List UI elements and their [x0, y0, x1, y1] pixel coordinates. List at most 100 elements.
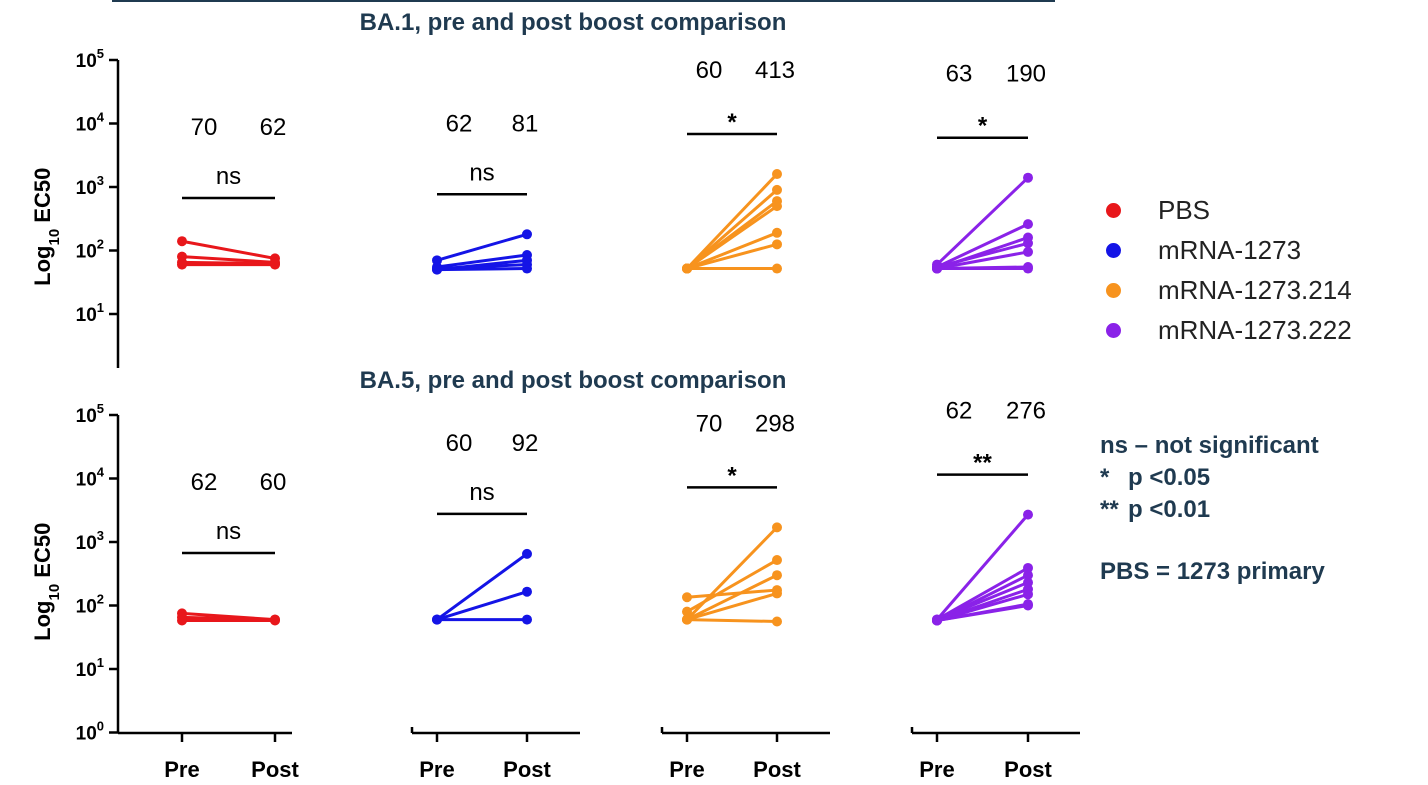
post-point-mrna-1273-214 — [772, 588, 782, 599]
gmt-post-label-mrna-1273: 92 — [512, 430, 539, 457]
x-tick-label: Pre — [669, 757, 704, 780]
legend-label: mRNA-1273.214 — [1158, 274, 1352, 305]
post-point-mrna-1273 — [522, 586, 532, 597]
series-line-mrna-1273-214 — [686, 588, 778, 599]
post-point-mrna-1273-222 — [1023, 509, 1033, 520]
post-point-mrna-1273-214 — [772, 184, 782, 195]
legend-item-pbs: PBS — [1100, 190, 1428, 230]
y-tick-label: 101 — [76, 300, 104, 326]
gmt-pre-label-mrna-1273: 62 — [446, 110, 473, 137]
series-line-mrna-1273-222 — [936, 581, 1029, 621]
gmt-pre-label-mrna-1273-222: 63 — [946, 61, 973, 88]
significance-label-pbs: ns — [216, 518, 241, 545]
post-point-mrna-1273-222 — [1023, 219, 1033, 230]
significance-label-mrna-1273-214: * — [727, 462, 737, 489]
y-tick-label: 104 — [76, 465, 105, 491]
note-p01-text: p <0.01 — [1128, 496, 1211, 523]
significance-label-pbs: ns — [216, 163, 241, 190]
series-line-mrna-1273-222 — [936, 604, 1029, 623]
post-point-mrna-1273 — [522, 614, 532, 625]
post-point-mrna-1273-222 — [1023, 246, 1033, 257]
note-p05-text: p <0.05 — [1128, 464, 1211, 491]
pre-point-pbs — [177, 236, 187, 247]
significance-label-mrna-1273-214: * — [727, 109, 737, 136]
series-line-mrna-1273 — [436, 253, 528, 269]
note-p05-symbol: * — [1100, 464, 1110, 491]
y-tick-label: 101 — [76, 655, 104, 681]
x-tick-label: Post — [503, 757, 551, 780]
note-p01: ** p <0.01 — [1100, 494, 1325, 526]
legend-label: mRNA-1273.222 — [1158, 314, 1352, 345]
pre-point-mrna-1273-222 — [932, 263, 942, 274]
series-line-mrna-1273 — [436, 263, 528, 271]
x-tick-label: Pre — [419, 757, 454, 780]
post-point-mrna-1273-214 — [772, 522, 782, 533]
gmt-pre-label-pbs: 62 — [191, 469, 218, 496]
gmt-post-label-mrna-1273-214: 298 — [755, 410, 795, 437]
x-tick-label: Pre — [919, 757, 954, 780]
series-line-mrna-1273 — [436, 267, 528, 272]
post-point-mrna-1273-222 — [1023, 600, 1033, 611]
series-line-mrna-1273 — [436, 552, 528, 621]
post-point-mrna-1273-214 — [772, 201, 782, 212]
pre-point-mrna-1273-222 — [932, 615, 942, 626]
y-tick-label: 100 — [76, 719, 104, 745]
y-axis-label: Log10 EC50 — [30, 168, 63, 286]
y-tick-label: 103 — [76, 173, 104, 199]
series-line-mrna-1273-222 — [936, 222, 1029, 269]
legend-item-mrna-1273: mRNA-1273 — [1100, 230, 1428, 270]
gmt-post-label-mrna-1273-222: 276 — [1006, 398, 1046, 425]
y-tick-label: 102 — [76, 237, 104, 263]
series-line-mrna-1273-214 — [686, 231, 778, 270]
series-line-mrna-1273-222 — [936, 566, 1029, 621]
legend-label: PBS — [1158, 194, 1211, 225]
post-point-mrna-1273 — [522, 229, 532, 240]
pre-point-mrna-1273-214 — [682, 263, 692, 274]
pre-point-mrna-1273 — [432, 264, 442, 275]
series-line-mrna-1273-222 — [936, 241, 1029, 269]
post-point-mrna-1273-214 — [772, 570, 782, 581]
post-point-mrna-1273-222 — [1023, 570, 1033, 581]
legend: PBS mRNA-1273 mRNA-1273.214 mRNA-1273.22… — [1100, 190, 1428, 350]
post-point-mrna-1273-222 — [1023, 263, 1033, 274]
series-line-mrna-1273-222 — [936, 250, 1029, 271]
gmt-post-label-mrna-1273-222: 190 — [1006, 61, 1046, 88]
gmt-post-label-pbs: 60 — [260, 469, 287, 496]
legend-label: mRNA-1273 — [1158, 234, 1302, 265]
series-line-pbs — [181, 239, 276, 260]
series-line-pbs — [181, 260, 276, 266]
note-p01-symbol: ** — [1100, 496, 1119, 523]
post-point-mrna-1273 — [522, 548, 532, 559]
series-line-mrna-1273-214 — [686, 204, 778, 270]
y-tick-label: 103 — [76, 528, 104, 554]
y-tick-label: 102 — [76, 592, 104, 618]
post-point-mrna-1273-214 — [772, 555, 782, 566]
legend-marker — [1106, 282, 1121, 298]
significance-label-mrna-1273-222: * — [978, 113, 988, 140]
chart-title: BA.5, pre and post boost comparison — [360, 367, 787, 394]
gmt-pre-label-pbs: 70 — [191, 114, 218, 141]
post-point-mrna-1273-222 — [1023, 172, 1033, 183]
significance-notes: ns – not significant * p <0.05 ** p <0.01 … — [1100, 430, 1325, 588]
significance-label-mrna-1273-222: ** — [973, 450, 992, 477]
y-tick-label: 105 — [76, 46, 104, 72]
post-point-mrna-1273-214 — [772, 169, 782, 180]
legend-item-mrna-1273-222: mRNA-1273.222 — [1100, 310, 1428, 350]
series-line-mrna-1273-214 — [686, 591, 778, 622]
series-line-mrna-1273-214 — [685, 173, 779, 270]
gmt-post-label-mrna-1273-214: 413 — [755, 57, 795, 84]
pre-point-mrna-1273-214 — [682, 592, 692, 603]
post-point-mrna-1273-222 — [1023, 562, 1033, 573]
pre-point-pbs — [177, 257, 187, 268]
legend-item-mrna-1273-214: mRNA-1273.214 — [1100, 270, 1428, 310]
y-tick-label: 105 — [76, 401, 104, 427]
pre-point-mrna-1273 — [432, 614, 442, 625]
series-line-mrna-1273 — [436, 232, 528, 262]
gmt-pre-label-mrna-1273-214: 70 — [696, 410, 723, 437]
gmt-post-label-mrna-1273: 81 — [512, 110, 539, 137]
series-line-mrna-1273-222 — [936, 592, 1029, 622]
pre-point-pbs — [177, 615, 187, 626]
gmt-pre-label-mrna-1273: 60 — [446, 430, 473, 457]
gmt-pre-label-mrna-1273-214: 60 — [696, 57, 723, 84]
x-tick-label: Post — [251, 757, 299, 780]
